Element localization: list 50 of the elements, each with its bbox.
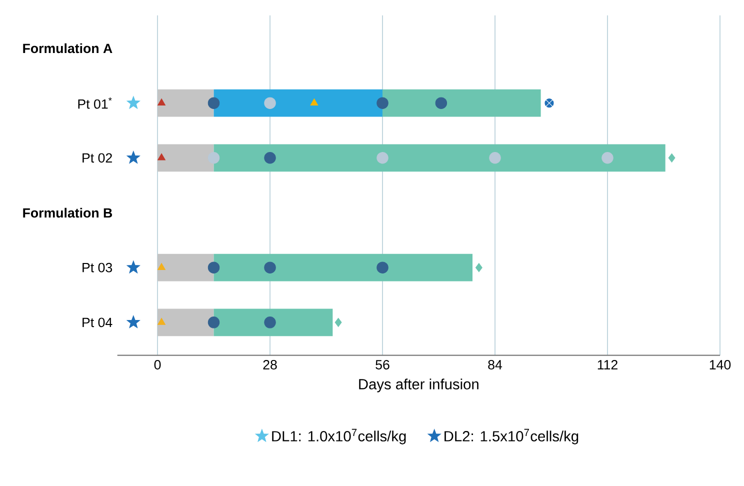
bar — [158, 144, 214, 172]
y-tick-label: Pt 03 — [82, 262, 112, 272]
point — [126, 150, 140, 164]
point — [489, 152, 501, 164]
point — [126, 260, 140, 274]
bar — [158, 89, 214, 117]
point — [126, 315, 140, 328]
point — [264, 97, 276, 109]
x-tick-label: 84 — [488, 360, 502, 370]
point — [264, 262, 276, 274]
y-tick-label: Pt 02 — [82, 153, 112, 163]
point — [158, 318, 166, 325]
point — [158, 98, 166, 106]
point — [602, 152, 614, 164]
point — [264, 316, 276, 328]
point — [264, 152, 276, 164]
y-tick-label: Formulation A — [23, 43, 112, 54]
legend-label: DL1: 1.0x10$^{7}$cells/kg — [272, 428, 406, 444]
point — [208, 97, 220, 109]
point — [435, 97, 448, 109]
x-tick-label: 0 — [154, 360, 161, 370]
x-tick-label: 28 — [263, 360, 277, 370]
point — [158, 153, 166, 160]
x-tick-label: 112 — [598, 360, 618, 370]
y-tick-label: Formulation B — [23, 208, 112, 218]
bar — [158, 308, 214, 336]
y-tick-label: Pt 04 — [82, 318, 112, 328]
point — [126, 96, 140, 109]
point — [376, 262, 388, 274]
point — [544, 98, 554, 108]
bar — [158, 254, 214, 282]
point — [208, 262, 220, 274]
bar — [214, 254, 473, 282]
bar — [214, 144, 666, 172]
point — [310, 98, 318, 106]
point — [334, 318, 342, 327]
x-tick-label: 140 — [710, 360, 731, 370]
point — [208, 316, 220, 328]
x-axis-title: Days after infusion — [359, 378, 478, 392]
point — [208, 152, 220, 164]
point — [475, 263, 482, 272]
bar — [214, 89, 383, 117]
x-tick-label: 56 — [376, 360, 390, 370]
legend-label: DL2: 1.5x10$^{7}$cells/kg — [444, 428, 578, 444]
point — [376, 152, 388, 164]
point — [376, 97, 388, 109]
point — [668, 153, 676, 162]
point — [158, 263, 166, 270]
y-tick-label: Pt 01$^{*}$ — [78, 97, 112, 109]
bar — [382, 89, 541, 117]
